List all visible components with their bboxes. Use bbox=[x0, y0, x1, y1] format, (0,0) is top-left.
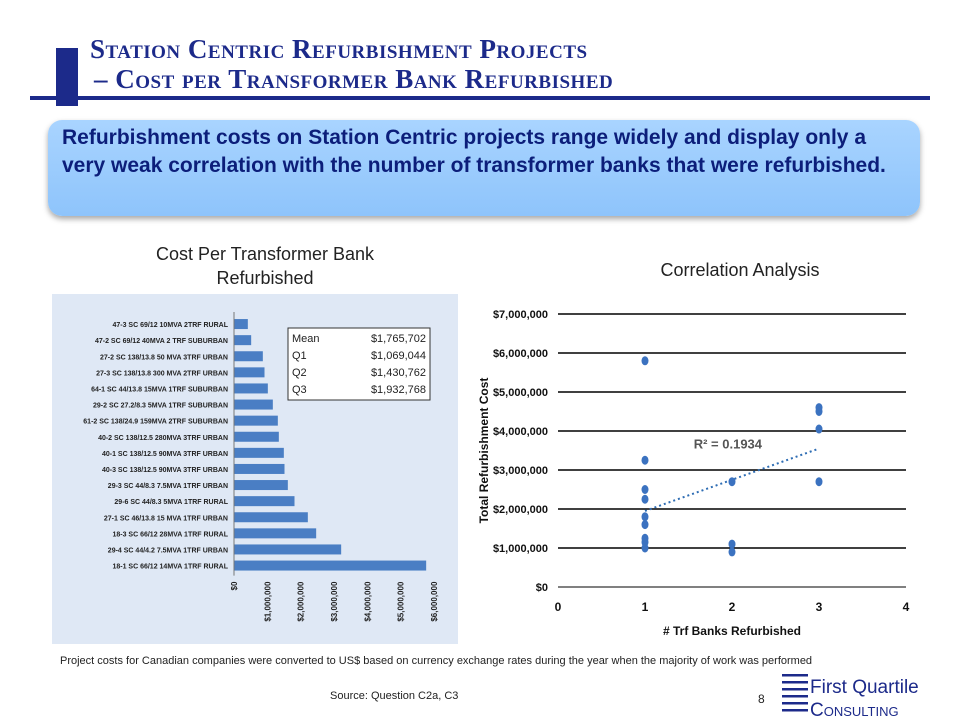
callout-box bbox=[48, 120, 920, 216]
bar bbox=[234, 335, 252, 346]
scatter-x-tick-label: 4 bbox=[903, 600, 910, 614]
bar-x-tick-label: $0 bbox=[230, 581, 239, 590]
page-title-line1: Station Centric Refurbishment Projects bbox=[90, 34, 588, 64]
scatter-point bbox=[641, 543, 649, 553]
stats-label: Q2 bbox=[292, 367, 307, 379]
scatter-y-tick-label: $5,000,000 bbox=[493, 387, 548, 399]
scatter-y-tick-label: $3,000,000 bbox=[493, 465, 548, 477]
bar bbox=[234, 463, 285, 474]
bar-category-label: 40-1 SC 138/12.5 90MVA 3TRF URBAN bbox=[102, 451, 228, 458]
bar bbox=[234, 319, 248, 330]
bar-x-tick-label: $1,000,000 bbox=[263, 581, 272, 622]
scatter-y-axis-label: Total Refurbishment Cost bbox=[477, 378, 491, 524]
bar-category-label: 47-2 SC 69/12 40MVA 2 TRF SUBURBAN bbox=[95, 338, 228, 345]
bar-category-label: 29-3 SC 44/8.3 7.5MVA 1TRF URBAN bbox=[108, 483, 228, 490]
scatter-point bbox=[641, 520, 649, 530]
stats-label: Q3 bbox=[292, 384, 307, 396]
bar-category-label: 27-1 SC 46/13.8 15 MVA 1TRF URBAN bbox=[104, 515, 228, 522]
bar bbox=[234, 415, 278, 426]
source-note: Source: Question C2a, C3 bbox=[330, 690, 459, 702]
company-logo: First Quartile Consulting bbox=[782, 674, 919, 720]
bar-category-label: 40-3 SC 138/12.5 90MVA 3TRF URBAN bbox=[102, 467, 228, 474]
bar-category-label: 40-2 SC 138/12.5 280MVA 3TRF URBAN bbox=[98, 435, 228, 442]
bar-x-tick-label: $6,000,000 bbox=[430, 581, 439, 622]
stats-value: $1,765,702 bbox=[371, 333, 426, 345]
scatter-y-tick-label: $2,000,000 bbox=[493, 504, 548, 516]
bar-x-tick-label: $4,000,000 bbox=[363, 581, 372, 622]
bar-category-label: 61-2 SC 138/24.9 159MVA 2TRF SUBURBAN bbox=[83, 419, 228, 426]
scatter-chart-title: Correlation Analysis bbox=[660, 260, 820, 280]
scatter-point bbox=[815, 424, 823, 434]
bar-x-tick-label: $3,000,000 bbox=[330, 581, 339, 622]
bar-category-label: 18-3 SC 66/12 28MVA 1TRF RURAL bbox=[112, 531, 228, 538]
callout-text: Refurbishment costs on Station Centric p… bbox=[62, 126, 886, 177]
scatter-y-tick-label: $1,000,000 bbox=[493, 543, 548, 555]
page-number: 8 bbox=[758, 692, 765, 706]
logo-line2: Consulting bbox=[810, 700, 899, 720]
bar bbox=[234, 560, 427, 571]
scatter-point bbox=[641, 512, 649, 522]
scatter-x-tick-label: 1 bbox=[642, 600, 649, 614]
scatter-y-tick-label: $6,000,000 bbox=[493, 348, 548, 360]
bar-category-label: 29-4 SC 44/4.2 7.5MVA 1TRF URBAN bbox=[108, 547, 228, 554]
scatter-point bbox=[641, 485, 649, 494]
scatter-point bbox=[815, 477, 823, 487]
bar-x-tick-label: $5,000,000 bbox=[397, 581, 406, 622]
scatter-x-tick-label: 2 bbox=[729, 600, 736, 614]
scatter-point bbox=[641, 494, 649, 504]
bar-category-label: 29-6 SC 44/8.3 5MVA 1TRF RURAL bbox=[114, 499, 228, 506]
scatter-chart: $0 $1,000,000 $2,000,000 $3,000,000 $4,000,0… bbox=[470, 294, 930, 646]
scatter-point bbox=[728, 539, 736, 549]
scatter-point bbox=[815, 407, 823, 416]
bar-chart-title-line1: Cost Per Transformer Bank bbox=[155, 244, 375, 264]
scatter-x-tick-label: 0 bbox=[555, 600, 562, 614]
stats-value: $1,069,044 bbox=[371, 350, 426, 362]
bar-chart: 47-3 SC 69/12 10MVA 2TRF RURAL 47-2 SC 69… bbox=[52, 294, 458, 644]
stats-label: Mean bbox=[292, 333, 320, 345]
bar bbox=[234, 496, 295, 507]
scatter-x-tick-label: 3 bbox=[816, 600, 823, 614]
bar bbox=[234, 512, 308, 523]
bar-x-tick-label: $2,000,000 bbox=[297, 581, 306, 622]
stats-value: $1,932,768 bbox=[371, 384, 426, 396]
r-squared-annotation: R² = 0.1934 bbox=[694, 437, 763, 452]
bar-category-label: 27-2 SC 138/13.8 50 MVA 3TRF URBAN bbox=[100, 354, 228, 361]
scatter-y-tick-label: $7,000,000 bbox=[493, 309, 548, 321]
bar-category-label: 47-3 SC 69/12 10MVA 2TRF RURAL bbox=[112, 322, 228, 329]
page-title-line2: – Cost per Transformer Bank Refurbished bbox=[94, 64, 614, 94]
stats-label: Q1 bbox=[292, 350, 307, 362]
scatter-y-tick-label: $0 bbox=[536, 582, 548, 594]
scatter-x-axis-label: # Trf Banks Refurbished bbox=[663, 624, 801, 638]
bar bbox=[234, 431, 279, 442]
scatter-point bbox=[728, 547, 736, 557]
bar-category-label: 18-1 SC 66/12 14MVA 1TRF RURAL bbox=[112, 564, 228, 571]
bar-category-label: 29-2 SC 27.2/8.3 5MVA 1TRF SUBURBAN bbox=[93, 403, 228, 410]
bar bbox=[234, 480, 288, 491]
bar-category-label: 27-3 SC 138/13.8 300 MVA 2TRF URBAN bbox=[96, 370, 228, 377]
bar bbox=[234, 351, 263, 362]
scatter-y-tick-label: $4,000,000 bbox=[493, 426, 548, 438]
bar bbox=[234, 447, 284, 458]
scatter-point bbox=[641, 356, 649, 366]
bar bbox=[234, 367, 265, 378]
logo-line1: First Quartile bbox=[810, 677, 919, 698]
title-accent-bar bbox=[56, 48, 78, 106]
bar bbox=[234, 383, 268, 394]
footnote: Project costs for Canadian companies wer… bbox=[60, 655, 813, 667]
bar bbox=[234, 528, 317, 539]
scatter-point bbox=[728, 477, 736, 487]
bar bbox=[234, 399, 273, 410]
bar bbox=[234, 544, 342, 555]
scatter-point bbox=[641, 455, 649, 465]
title-rule bbox=[30, 96, 930, 100]
page-title: Station Centric Refurbishment Projects –… bbox=[90, 34, 613, 94]
bar-chart-title-line2: Refurbished bbox=[216, 268, 314, 288]
bar-category-label: 64-1 SC 44/13.8 15MVA 1TRF SUBURBAN bbox=[91, 386, 228, 393]
stats-value: $1,430,762 bbox=[371, 367, 426, 379]
bar-chart-title: Cost Per Transformer Bank Refurbished bbox=[100, 242, 430, 290]
scatter-trendline bbox=[644, 447, 820, 512]
stats-box bbox=[287, 327, 431, 401]
